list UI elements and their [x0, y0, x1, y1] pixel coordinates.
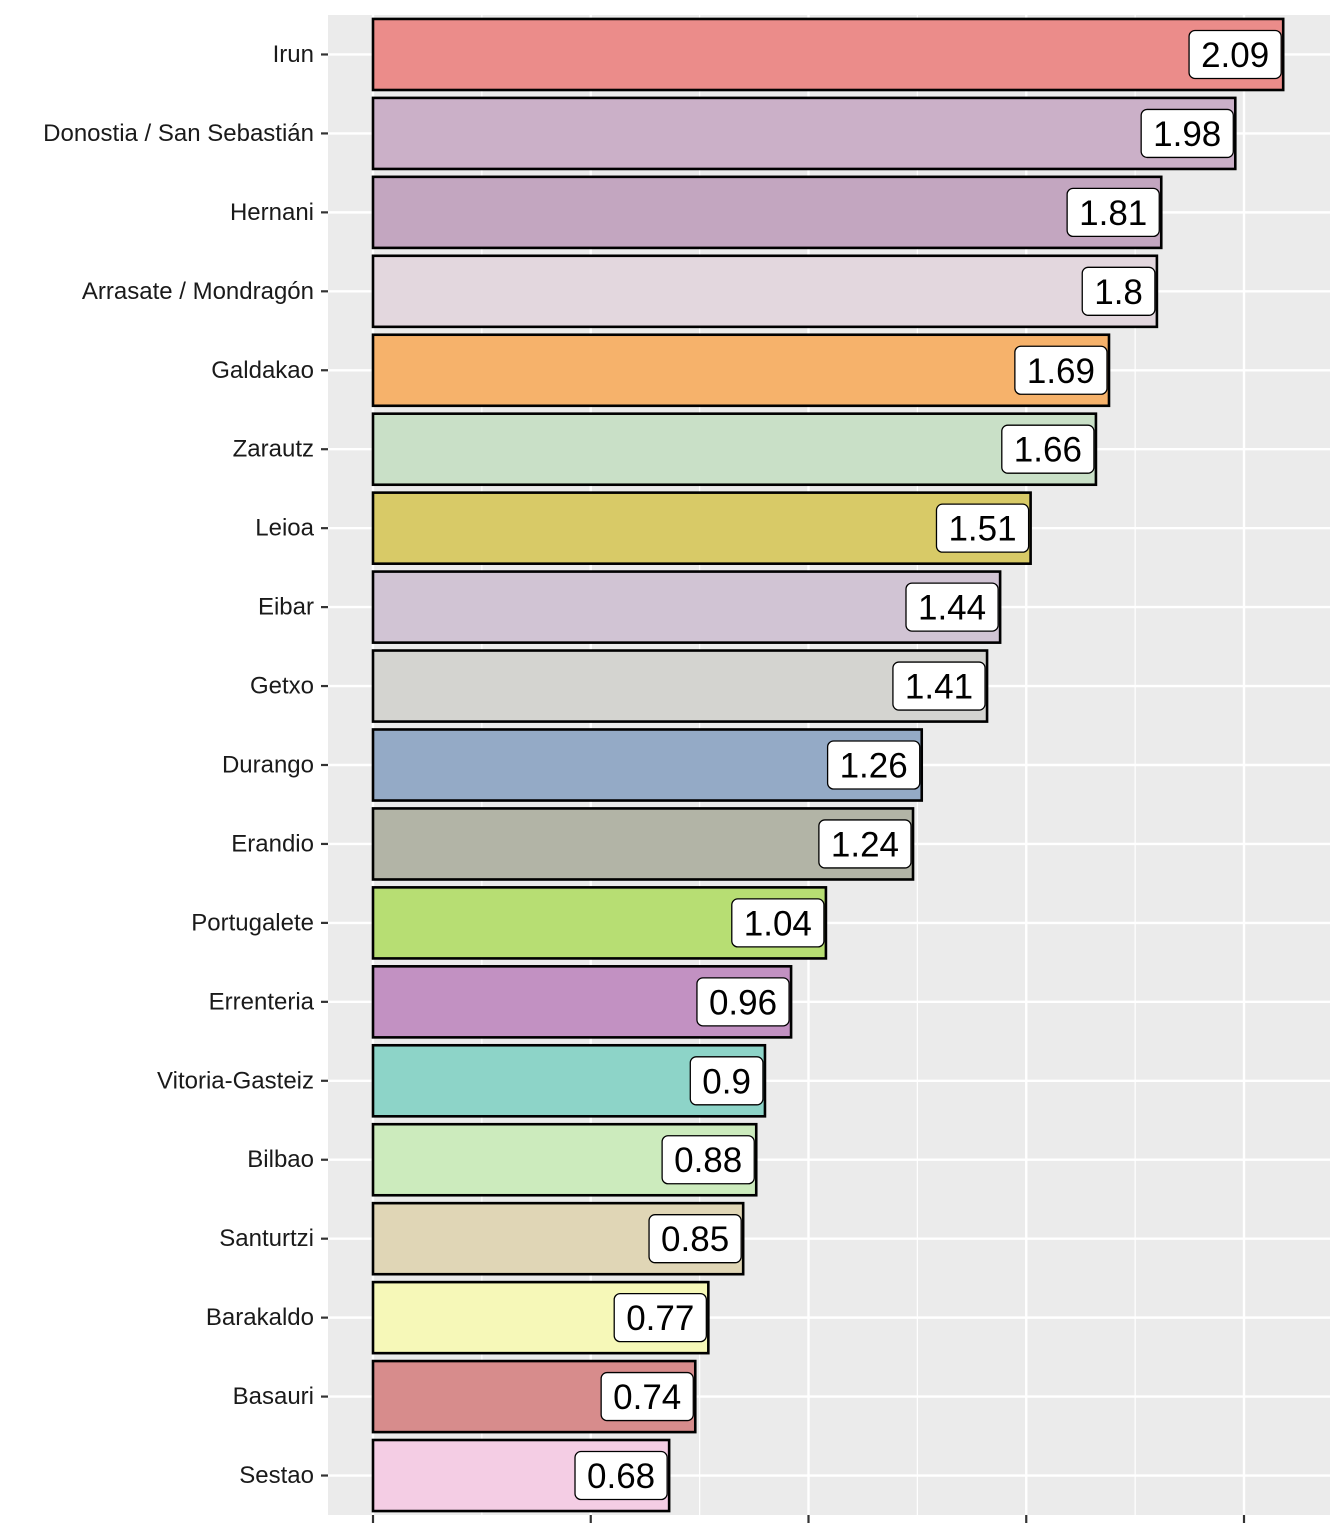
category-label: Santurtzi	[219, 1225, 314, 1252]
bar	[371, 17, 1285, 92]
category-label: Barakaldo	[206, 1304, 314, 1331]
value-label-box	[613, 1292, 707, 1343]
category-label: Leioa	[255, 515, 314, 542]
category-label: Irun	[273, 41, 314, 68]
bar	[371, 175, 1163, 250]
value-label: 0.88	[674, 1141, 742, 1180]
category-label: Erandio	[231, 830, 314, 857]
value-label: 0.68	[587, 1457, 655, 1496]
category-label: Bilbao	[247, 1146, 314, 1173]
value-label: 0.74	[613, 1378, 681, 1417]
bar	[371, 649, 989, 723]
value-label-box	[648, 1214, 742, 1264]
value-label-box	[1014, 345, 1108, 395]
value-label-box	[731, 898, 825, 948]
value-label-box	[689, 1056, 764, 1106]
category-label: Getxo	[250, 673, 314, 700]
category-label: Arrasate / Mondragón	[82, 278, 314, 305]
value-label: 0.96	[709, 983, 777, 1022]
value-label-box	[661, 1135, 755, 1185]
y-axis: Irun Donostia / San Sebastián Hernani Arras…	[43, 41, 328, 1489]
category-label: Donostia / San Sebastián	[43, 120, 314, 147]
value-label: 1.81	[1079, 194, 1147, 233]
value-label: 1.26	[840, 747, 908, 786]
value-label: 0.9	[702, 1062, 751, 1101]
value-label: 1.69	[1027, 352, 1095, 391]
value-label: 1.04	[744, 904, 812, 943]
category-label: Durango	[222, 752, 314, 779]
value-label-box	[1140, 108, 1234, 159]
bar	[371, 491, 1032, 565]
value-labels: 2.09 1.98 1.81 1.8 1.69 1.66 1.51 1.44 1.41 1.26 1…	[574, 29, 1282, 1501]
value-label: 1.44	[918, 589, 986, 628]
category-label: Hernani	[230, 199, 314, 226]
value-label: 1.66	[1014, 431, 1082, 470]
value-label-box	[905, 582, 999, 632]
category-label: Vitoria-Gasteiz	[157, 1067, 314, 1094]
bar	[371, 412, 1098, 487]
value-label-box	[1188, 29, 1282, 80]
bar	[371, 96, 1237, 171]
category-label: Portugalete	[191, 909, 314, 936]
category-label: Sestao	[239, 1462, 314, 1489]
value-label: 1.98	[1153, 115, 1221, 154]
value-label: 1.41	[905, 668, 973, 707]
value-label: 0.77	[626, 1299, 694, 1338]
bar	[371, 570, 1002, 644]
value-label-box	[696, 977, 790, 1027]
value-label: 2.09	[1201, 36, 1269, 75]
category-label: Eibar	[258, 594, 314, 621]
category-label: Errenteria	[209, 988, 315, 1015]
value-label-box	[818, 819, 912, 869]
bar	[371, 254, 1159, 329]
category-label: Basauri	[233, 1383, 314, 1410]
x-axis	[371, 1515, 1246, 1523]
value-label: 0.85	[661, 1220, 729, 1259]
value-label: 1.8	[1094, 273, 1143, 312]
value-label-box	[574, 1450, 668, 1501]
bar	[371, 333, 1111, 408]
value-label-box	[826, 740, 921, 790]
value-label-box	[892, 661, 986, 711]
value-label: 1.24	[831, 825, 899, 864]
value-label-box	[1066, 187, 1160, 238]
value-label-box	[1001, 424, 1095, 474]
value-label-box	[600, 1371, 694, 1422]
category-label: Galdakao	[211, 357, 314, 384]
value-label-box	[1081, 266, 1156, 316]
value-label: 1.51	[948, 510, 1016, 549]
category-label: Zarautz	[233, 436, 314, 463]
value-label-box	[935, 503, 1030, 553]
